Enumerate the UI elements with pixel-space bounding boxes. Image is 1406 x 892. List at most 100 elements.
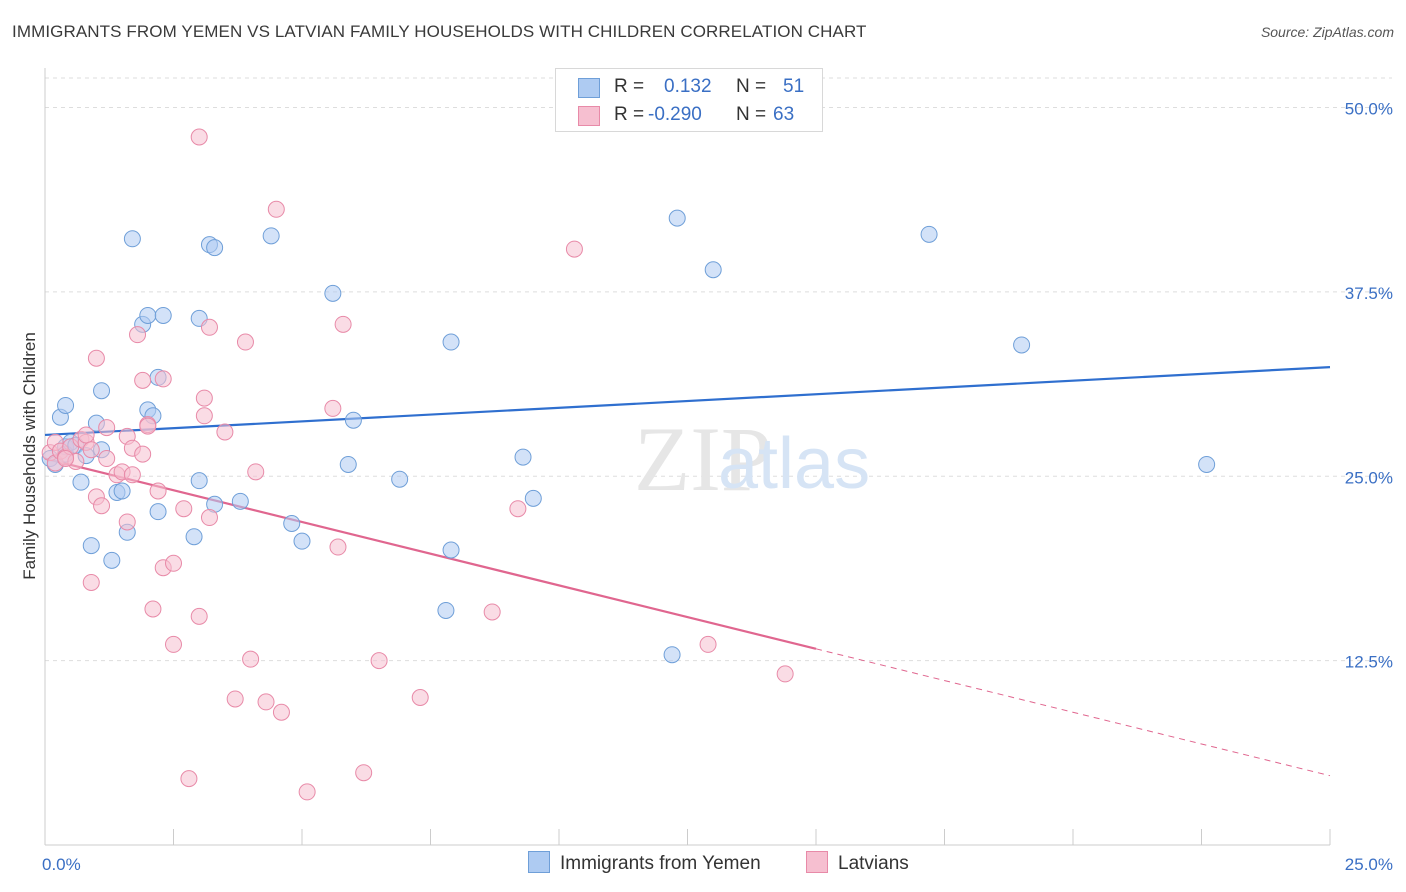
stat-row-latvians: R = -0.290 N = 63: [556, 101, 822, 129]
latvian-point: [98, 450, 116, 468]
latvian-point: [57, 450, 75, 468]
latvian-point: [324, 399, 342, 417]
latvian-point: [93, 497, 111, 515]
chart-title: IMMIGRANTS FROM YEMEN VS LATVIAN FAMILY …: [12, 22, 867, 41]
latvian-point: [195, 407, 213, 425]
latvian-swatch-icon: [578, 106, 600, 126]
latvian-point: [411, 689, 429, 706]
latvian-point: [190, 607, 208, 625]
yemen-swatch-icon: [578, 78, 600, 98]
latvian-point: [370, 652, 388, 670]
latvian-point: [149, 482, 167, 500]
latvian-point: [257, 693, 275, 711]
latvian-point: [565, 240, 583, 258]
n-value: 63: [773, 104, 795, 125]
yemen-point: [82, 537, 100, 555]
watermark-atlas: atlas: [718, 424, 870, 504]
grid-lines: [45, 77, 1392, 662]
n-label: N =: [736, 76, 767, 97]
watermark-zip: ZIP: [634, 408, 772, 510]
latvian-point: [180, 770, 198, 788]
latvian-point: [175, 500, 193, 518]
latvian-point: [87, 349, 105, 367]
latvian-point: [699, 635, 717, 653]
yemen-trend-line: [44, 366, 1331, 437]
x-tick-labels: 0.0% 25.0%: [42, 855, 1393, 874]
yemen-point: [437, 601, 455, 619]
correlation-stats-box: R = 0.132 N = 51 R = -0.290 N = 63: [555, 68, 823, 132]
yemen-point: [185, 528, 203, 546]
yemen-point: [442, 333, 460, 351]
yemen-point: [391, 470, 409, 488]
yemen-point: [283, 514, 301, 532]
latvian-point: [267, 200, 285, 218]
legend-item-latvians: Latvians: [806, 851, 909, 875]
r-value: -0.290: [648, 104, 702, 125]
latvian-point: [82, 573, 100, 591]
yemen-legend-icon: [528, 851, 550, 873]
yemen-point: [668, 209, 686, 227]
r-label: R =: [614, 76, 645, 97]
yemen-point: [206, 239, 224, 257]
yemen-point: [324, 284, 342, 302]
latvian-point: [509, 500, 527, 518]
yemen-point: [103, 551, 121, 569]
latvian-point: [216, 423, 234, 441]
latvian-point: [144, 600, 162, 618]
y-axis-label: Family Households with Children: [20, 332, 39, 580]
latvian-legend-icon: [806, 851, 828, 873]
latvian-point: [123, 466, 141, 484]
trend-lines: [44, 366, 1331, 777]
latvian-point: [82, 441, 100, 459]
latvian-point: [154, 370, 172, 388]
latvian-point: [139, 417, 157, 435]
x-tick-label: 25.0%: [1345, 855, 1393, 874]
yemen-point: [72, 473, 90, 491]
yemen-point: [442, 541, 460, 559]
yemen-point: [339, 455, 357, 473]
latvian-point: [200, 318, 218, 336]
stat-row-yemen: R = 0.132 N = 51: [556, 73, 822, 101]
latvian-point: [77, 426, 95, 444]
n-label: N =: [736, 104, 767, 125]
yemen-point: [113, 482, 131, 500]
legend-label-yemen: Immigrants from Yemen: [560, 853, 761, 874]
legend-item-yemen: Immigrants from Yemen: [528, 851, 761, 875]
watermark: ZIP atlas: [634, 408, 870, 510]
latvian-point: [329, 538, 347, 556]
latvian-point: [129, 326, 147, 344]
x-tick-label: 0.0%: [42, 855, 81, 874]
yemen-point: [154, 306, 172, 324]
yemen-point: [1198, 455, 1216, 473]
yemen-point: [704, 261, 722, 279]
yemen-point: [139, 306, 157, 324]
latvian-point: [334, 315, 352, 333]
latvian-point: [298, 783, 316, 801]
yemen-point: [1013, 336, 1031, 354]
latvian-point: [483, 603, 501, 621]
r-value: 0.132: [664, 76, 712, 97]
latvian-point: [165, 554, 182, 572]
yemen-point: [514, 448, 532, 466]
yemen-point: [920, 225, 938, 243]
latvian-trend-line: [44, 457, 817, 650]
data-points: [41, 128, 1216, 801]
yemen-point: [57, 396, 75, 414]
yemen-point: [93, 382, 111, 400]
latvian-point: [776, 665, 794, 683]
latvian-point: [165, 635, 182, 653]
yemen-point: [663, 646, 681, 664]
latvian-point: [98, 419, 116, 437]
yemen-point: [344, 411, 362, 429]
latvian-point: [134, 445, 152, 463]
latvian-point: [236, 333, 254, 351]
latvian-point: [272, 703, 290, 721]
latvian-point: [134, 371, 152, 389]
y-tick-label: 37.5%: [1345, 284, 1393, 303]
latvian-point: [247, 463, 265, 481]
legend-label-latvians: Latvians: [838, 853, 909, 874]
n-value: 51: [783, 76, 805, 97]
r-label: R =: [614, 104, 645, 125]
yemen-point: [262, 227, 280, 245]
latvian-point: [190, 128, 208, 146]
